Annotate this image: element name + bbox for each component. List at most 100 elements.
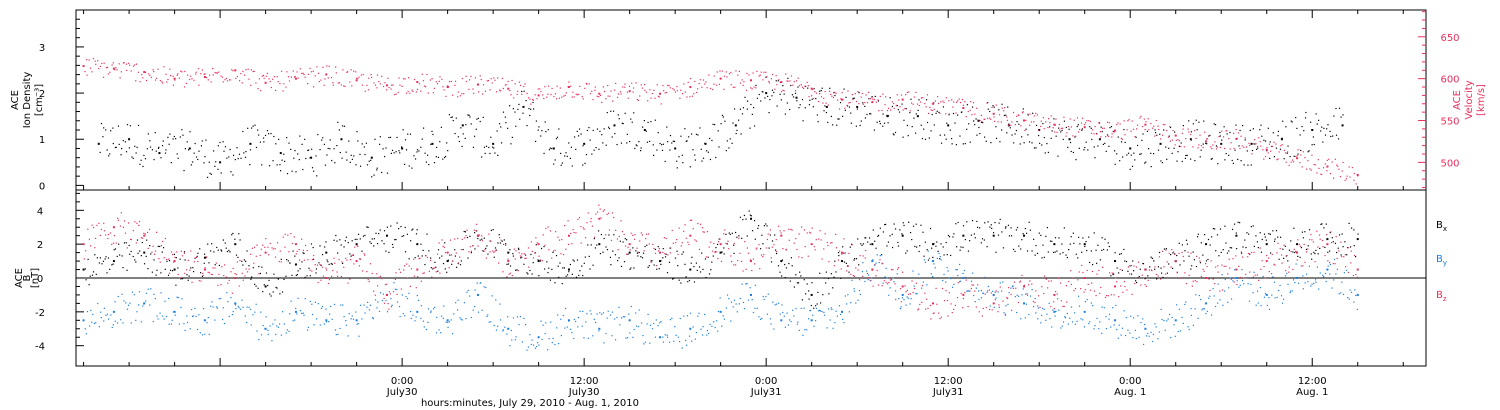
ion-density-series-sample bbox=[942, 106, 945, 108]
velocity-series-sample bbox=[161, 81, 163, 83]
velocity-series-sample bbox=[347, 71, 349, 73]
b-series-bx-sample bbox=[229, 251, 231, 253]
b-series-by-sample bbox=[1243, 283, 1245, 285]
ion-density-series-sample bbox=[1254, 143, 1256, 145]
velocity-series-sample bbox=[813, 97, 815, 100]
b-series-bz-sample bbox=[1129, 273, 1131, 275]
velocity-series-sample bbox=[461, 93, 463, 95]
b-series-by-sample bbox=[249, 308, 252, 311]
b-series-by-sample bbox=[756, 307, 758, 309]
b-series-bz-sample bbox=[174, 256, 176, 259]
b-series-by-sample bbox=[947, 270, 949, 272]
b-series-bx-sample bbox=[1237, 221, 1239, 223]
b-series-by-sample bbox=[1268, 308, 1271, 310]
b-series-bz-sample bbox=[1043, 275, 1046, 277]
b-series-by-sample bbox=[1028, 313, 1030, 316]
b-series-by-sample bbox=[487, 314, 489, 316]
ion-density-series-sample bbox=[1267, 127, 1269, 129]
b-series-by-sample bbox=[1042, 307, 1044, 309]
b-series-bx-sample bbox=[846, 265, 849, 267]
b-series-bx-sample bbox=[578, 274, 580, 276]
b-series-by-sample bbox=[566, 326, 568, 328]
ion-density-series-sample bbox=[556, 136, 559, 138]
b-series-bz-sample bbox=[1170, 266, 1172, 268]
b-series-bx-sample bbox=[682, 251, 684, 253]
b-series-bz-sample bbox=[835, 233, 837, 235]
b-series-by-sample bbox=[1206, 310, 1208, 312]
b-series-bx-sample bbox=[723, 253, 725, 255]
ion-density-series-sample bbox=[868, 98, 870, 100]
ion-density-series-sample bbox=[1269, 157, 1271, 159]
b-series-bz-sample bbox=[617, 249, 619, 251]
b-series-by-sample bbox=[1248, 300, 1251, 302]
b-series-bz-sample bbox=[607, 212, 610, 214]
ion-density-series-sample bbox=[244, 156, 247, 158]
b-series-by-sample bbox=[671, 317, 673, 319]
b-series-by-sample bbox=[703, 313, 706, 316]
ion-density-series-sample bbox=[595, 147, 597, 149]
b-series-by-sample bbox=[962, 272, 964, 275]
velocity-series-sample bbox=[448, 80, 451, 83]
velocity-series-sample bbox=[405, 92, 408, 94]
b-series-by-sample bbox=[195, 315, 197, 317]
velocity-series-sample bbox=[1167, 136, 1169, 138]
b-series-bz-sample bbox=[248, 268, 250, 270]
b-series-bz-sample bbox=[770, 257, 772, 259]
ion-density-series-sample bbox=[514, 111, 516, 113]
b-series-by-sample bbox=[254, 311, 256, 313]
b-series-bx-sample bbox=[1072, 232, 1074, 234]
ion-density-series-sample bbox=[1289, 155, 1291, 158]
b-series-bz-sample bbox=[897, 267, 900, 269]
b-series-bx-sample bbox=[401, 235, 403, 237]
b-series-bz-point bbox=[1235, 268, 1238, 271]
b-series-bx-sample bbox=[408, 258, 410, 260]
b-series-by-sample bbox=[1282, 298, 1285, 300]
b-series-bx-sample bbox=[444, 268, 446, 270]
velocity-series-sample bbox=[1233, 147, 1235, 150]
b-series-bx-sample bbox=[1079, 243, 1081, 245]
b-series-by-sample bbox=[1166, 320, 1168, 322]
velocity-series-point bbox=[1083, 126, 1086, 129]
b-series-bz-sample bbox=[1253, 251, 1255, 253]
b-series-bz-sample bbox=[1259, 247, 1261, 249]
b-series-bx-sample bbox=[1218, 255, 1220, 257]
ion-density-series-sample bbox=[1198, 121, 1200, 123]
b-series-bx-point bbox=[294, 263, 297, 266]
ion-density-series-sample bbox=[421, 138, 423, 140]
b-series-bz-sample bbox=[429, 259, 432, 261]
b-series-bx-sample bbox=[421, 255, 423, 257]
ion-density-series-sample bbox=[1301, 125, 1303, 128]
ion-density-series-sample bbox=[1129, 168, 1131, 170]
b-series-by-sample bbox=[958, 263, 961, 266]
b-series-by-sample bbox=[1012, 285, 1014, 287]
b-series-by-sample bbox=[1298, 277, 1301, 279]
b-series-bz-sample bbox=[1273, 263, 1275, 265]
velocity-series-sample bbox=[407, 90, 409, 93]
velocity-series-sample bbox=[916, 103, 919, 105]
ion-density-series-sample bbox=[1037, 134, 1040, 137]
b-series-bz-sample bbox=[951, 311, 953, 314]
velocity-series-sample bbox=[1172, 129, 1174, 132]
b-series-bz-sample bbox=[1302, 265, 1304, 267]
velocity-series-sample bbox=[1356, 175, 1359, 177]
b-series-bx-sample bbox=[1224, 225, 1226, 227]
velocity-series-sample bbox=[1161, 134, 1164, 136]
b-series-bz-sample bbox=[988, 308, 991, 311]
b-series-bz-sample bbox=[654, 252, 657, 254]
b-series-by-sample bbox=[1134, 329, 1136, 331]
ion-density-series-sample bbox=[1105, 150, 1107, 152]
velocity-series-sample bbox=[948, 113, 951, 115]
b-series-bz-sample bbox=[1073, 290, 1075, 292]
ion-density-series-sample bbox=[177, 157, 179, 159]
b-series-bx-sample bbox=[96, 257, 98, 259]
b-series-by-sample bbox=[161, 315, 164, 317]
b-series-bx-sample bbox=[1078, 236, 1080, 238]
b-series-bx-sample bbox=[1154, 268, 1156, 270]
ion-density-series-sample bbox=[160, 157, 162, 159]
b-series-bz-sample bbox=[494, 250, 496, 252]
b-series-bx-sample bbox=[1054, 237, 1057, 239]
b-series-by-sample bbox=[140, 321, 142, 323]
b-series-by-sample bbox=[165, 315, 167, 318]
b-series-bx-sample bbox=[283, 278, 285, 281]
velocity-series-sample bbox=[176, 74, 178, 76]
